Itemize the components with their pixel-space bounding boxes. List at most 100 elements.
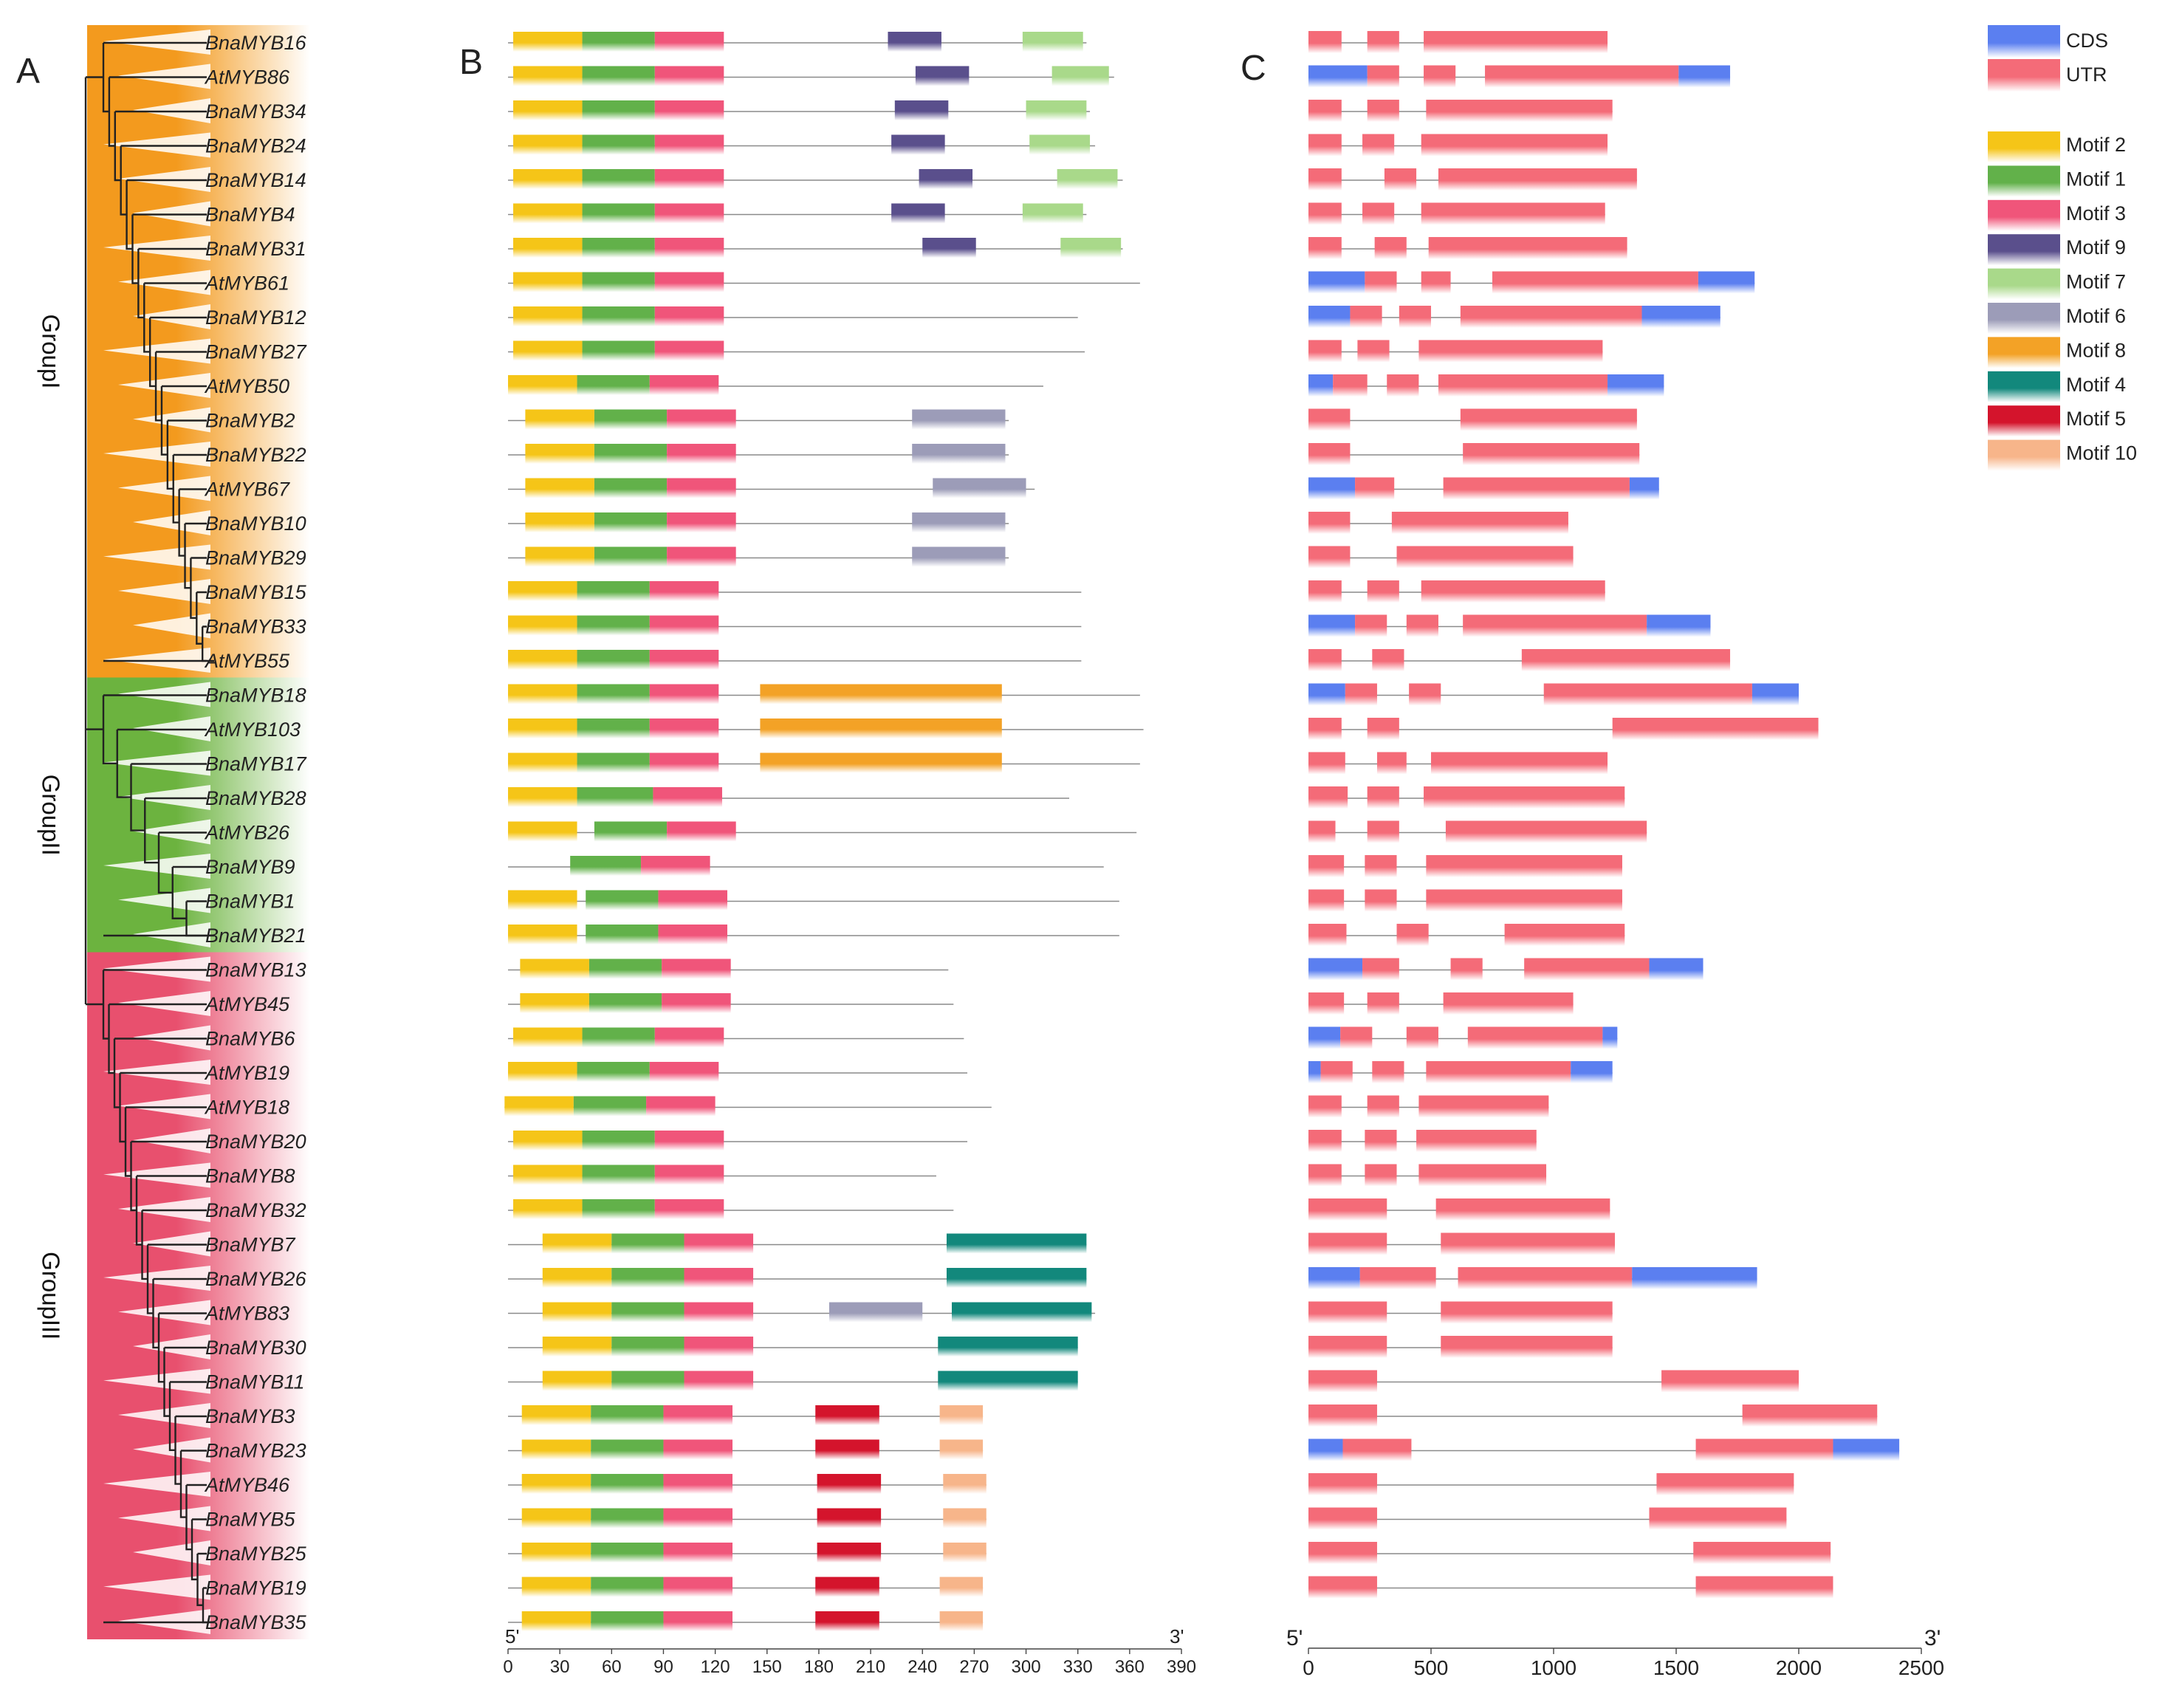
- utr-block: [1418, 1164, 1547, 1187]
- tree-branch: [126, 179, 207, 250]
- motif-box-m2: [542, 1337, 612, 1357]
- motif-box-m1: [591, 1405, 664, 1425]
- motif-box-m1: [573, 1096, 647, 1117]
- motif-box-m4: [951, 1302, 1092, 1323]
- utr-block: [1308, 1232, 1387, 1255]
- cds-block: [1678, 65, 1731, 88]
- tree-branch: [108, 76, 207, 147]
- utr-block: [1424, 31, 1608, 53]
- tree-wedge: [103, 854, 210, 879]
- motif-box-m1: [577, 787, 653, 807]
- motif-box-m1: [594, 546, 668, 567]
- motif-box-m1: [591, 1577, 664, 1597]
- motif-box-m9: [888, 32, 941, 52]
- motif-box-m3: [663, 1439, 732, 1460]
- group-label-groupiii: GroupIII: [37, 1252, 64, 1340]
- tree-branch: [196, 591, 207, 645]
- motif-box-m2: [513, 134, 583, 155]
- tree-wedge: [103, 1472, 210, 1497]
- motif-box-m2: [520, 958, 589, 979]
- gene-label: BnaMYB6: [205, 1028, 296, 1050]
- utr-block: [1492, 271, 1698, 294]
- motif-box-m1: [594, 512, 668, 532]
- tree-branch: [168, 1381, 207, 1451]
- motif-box-m3: [649, 375, 719, 395]
- gene-label: BnaMYB19: [205, 1577, 306, 1599]
- utr-block: [1463, 443, 1640, 465]
- group-label-groupi: GroupI: [37, 315, 64, 389]
- motif-box-m1: [582, 238, 655, 258]
- motif-box-m3: [654, 1165, 724, 1185]
- utr-block: [1345, 683, 1377, 706]
- utr-block: [1649, 1507, 1787, 1530]
- gene-label: BnaMYB24: [205, 135, 306, 157]
- motif-box-m2: [521, 1611, 591, 1631]
- utr-block: [1362, 134, 1395, 157]
- tree-root: [84, 76, 90, 1006]
- tree-branch: [185, 1484, 207, 1551]
- cds-block: [1308, 958, 1363, 981]
- motif-box-m4: [946, 1268, 1087, 1288]
- motif-box-m3: [662, 993, 731, 1013]
- gene-label: BnaMYB2: [205, 410, 295, 432]
- motif-box-m1: [582, 134, 655, 155]
- motif-box-m5: [817, 1543, 882, 1563]
- motif-box-m1: [611, 1302, 685, 1323]
- motif-axis-end-label: 3': [1170, 1625, 1184, 1647]
- motif-box-m5: [815, 1611, 879, 1631]
- tree-wedge: [103, 1574, 210, 1600]
- motif-box-m3: [663, 1611, 732, 1631]
- tree-branch: [102, 694, 207, 764]
- cds-block: [1308, 614, 1356, 637]
- motif-box-m7: [1022, 203, 1083, 224]
- gene-label: BnaMYB29: [205, 547, 306, 569]
- gene-label: AtMYB67: [204, 479, 290, 501]
- motif-panel: 0 30 60 90 120 150 180 210 240 270 300 330 360 390 5' 3…: [503, 32, 1196, 1677]
- utr-block: [1426, 889, 1622, 912]
- motif-box-m3: [662, 958, 731, 979]
- motif-box-m3: [654, 1027, 724, 1048]
- legend-swatch-m2: [1988, 131, 2060, 162]
- cds-block: [1308, 1061, 1321, 1083]
- cds-block: [1308, 1267, 1360, 1289]
- utr-block: [1367, 1095, 1399, 1118]
- cds-block: [1751, 683, 1799, 706]
- tree-wedge: [103, 544, 210, 570]
- tree-branch: [135, 1175, 207, 1246]
- motif-box-m6: [933, 478, 1026, 498]
- motif-box-m2: [513, 66, 583, 86]
- motif-box-m7: [1060, 238, 1122, 258]
- motif-box-m1: [577, 581, 650, 601]
- gene-label: AtMYB18: [204, 1097, 289, 1119]
- motif-box-m2: [508, 1062, 577, 1082]
- motif-axis-tick-label: 390: [1167, 1657, 1196, 1677]
- utr-block: [1342, 1438, 1412, 1461]
- utr-block: [1521, 649, 1731, 671]
- utr-block: [1421, 580, 1605, 603]
- motif-box-m9: [922, 238, 976, 258]
- utr-block: [1308, 1473, 1377, 1495]
- motif-axis-tick-label: 90: [653, 1657, 673, 1677]
- structure-axis-end-label: 3': [1924, 1626, 1941, 1650]
- motif-box-m2: [525, 478, 594, 498]
- utr-block: [1308, 718, 1342, 740]
- motif-box-m2: [508, 615, 577, 636]
- tree-branch: [130, 1140, 207, 1212]
- motif-box-m1: [611, 1371, 685, 1391]
- tree-branch: [166, 419, 207, 490]
- motif-box-m1: [582, 1027, 655, 1048]
- utr-block: [1399, 306, 1431, 328]
- utr-block: [1742, 1405, 1878, 1427]
- cds-block: [1608, 374, 1664, 397]
- cds-block: [1629, 477, 1659, 500]
- utr-block: [1431, 752, 1608, 775]
- utr-block: [1421, 271, 1451, 294]
- gene-label: BnaMYB30: [205, 1337, 306, 1359]
- motif-box-m2: [513, 1027, 583, 1048]
- utr-block: [1308, 408, 1351, 431]
- utr-block: [1387, 374, 1419, 397]
- motif-box-m5: [815, 1439, 879, 1460]
- utr-block: [1365, 889, 1397, 912]
- tree-branches: [84, 41, 214, 1624]
- motif-box-m1: [591, 1611, 664, 1631]
